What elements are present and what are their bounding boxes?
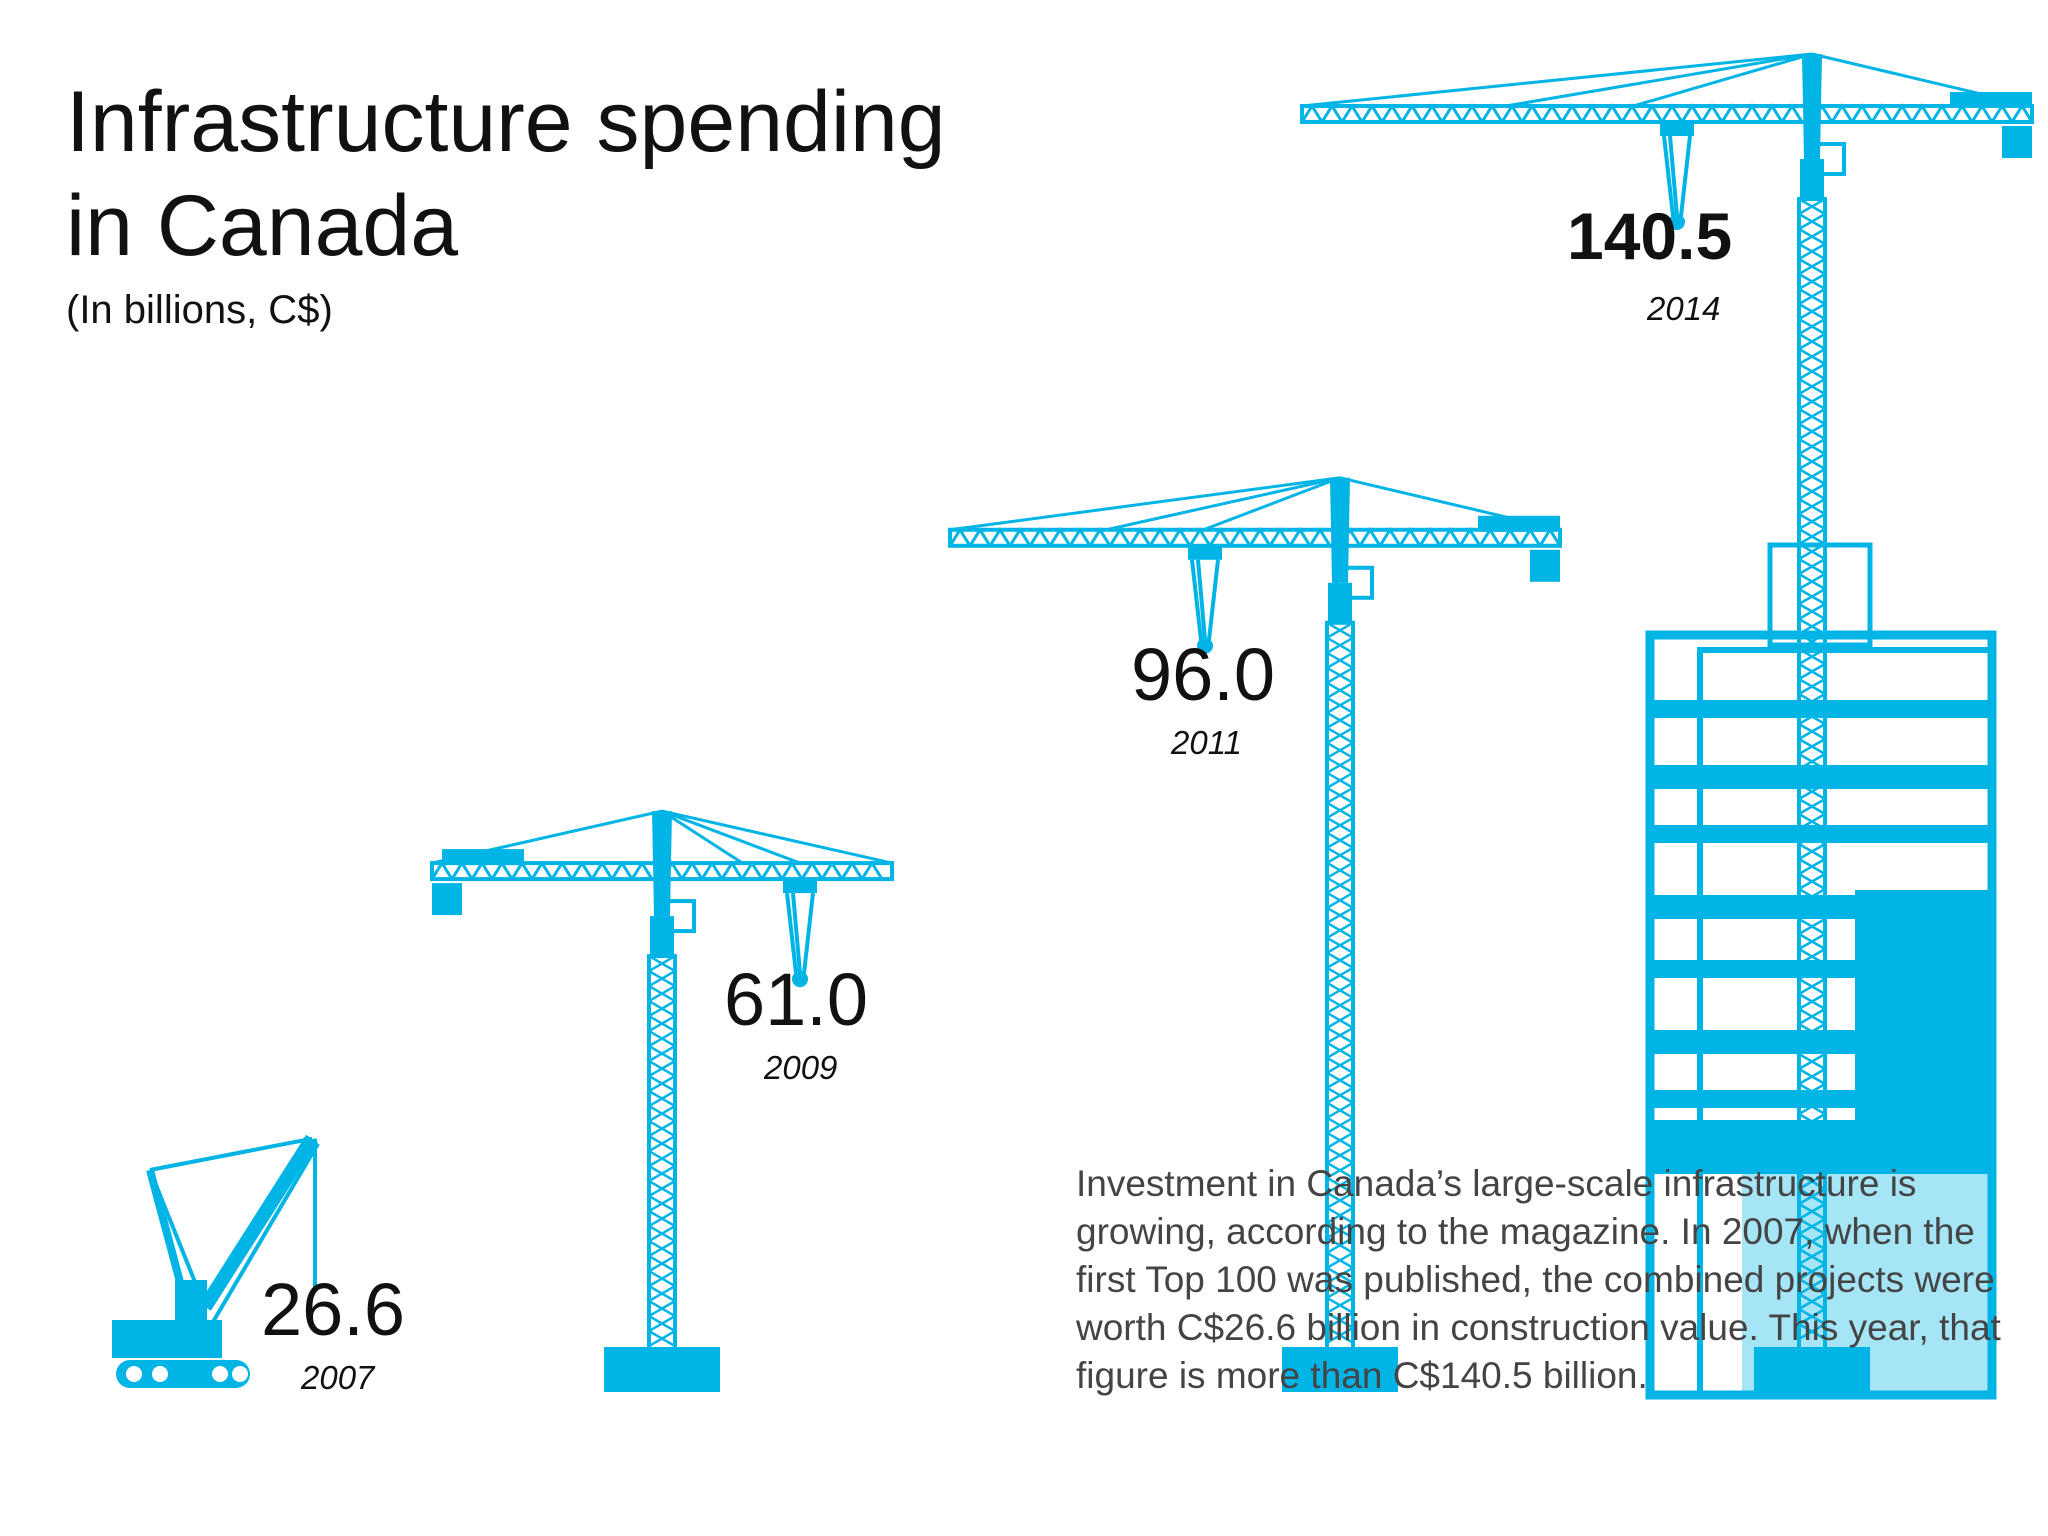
crawler-crane-2007 [112,1134,320,1388]
tower-crane-2009 [430,809,894,1392]
value-label-2009: 61.0 [724,958,869,1042]
year-label-2014: 2014 [1647,290,1721,327]
chart-subtitle: (In billions, C$) [66,288,333,332]
description-text: Investment in Canada’s large-scale infra… [1076,1163,2001,1396]
building-structure [1645,542,1997,1400]
tower-crane-2011 [948,476,1562,1392]
value-label-2007: 26.6 [261,1267,406,1351]
year-label-2009: 2009 [764,1049,838,1087]
chart-title: Infrastructure spending in Canada [66,74,946,274]
value-label-2011: 96.0 [1131,632,1276,716]
year-label-2011: 2011 [1171,723,1242,761]
year-label-2007: 2007 [301,1358,375,1396]
value-label-2014: 140.5 [1567,199,1733,273]
tower-crane-2014 [1300,52,2034,1392]
